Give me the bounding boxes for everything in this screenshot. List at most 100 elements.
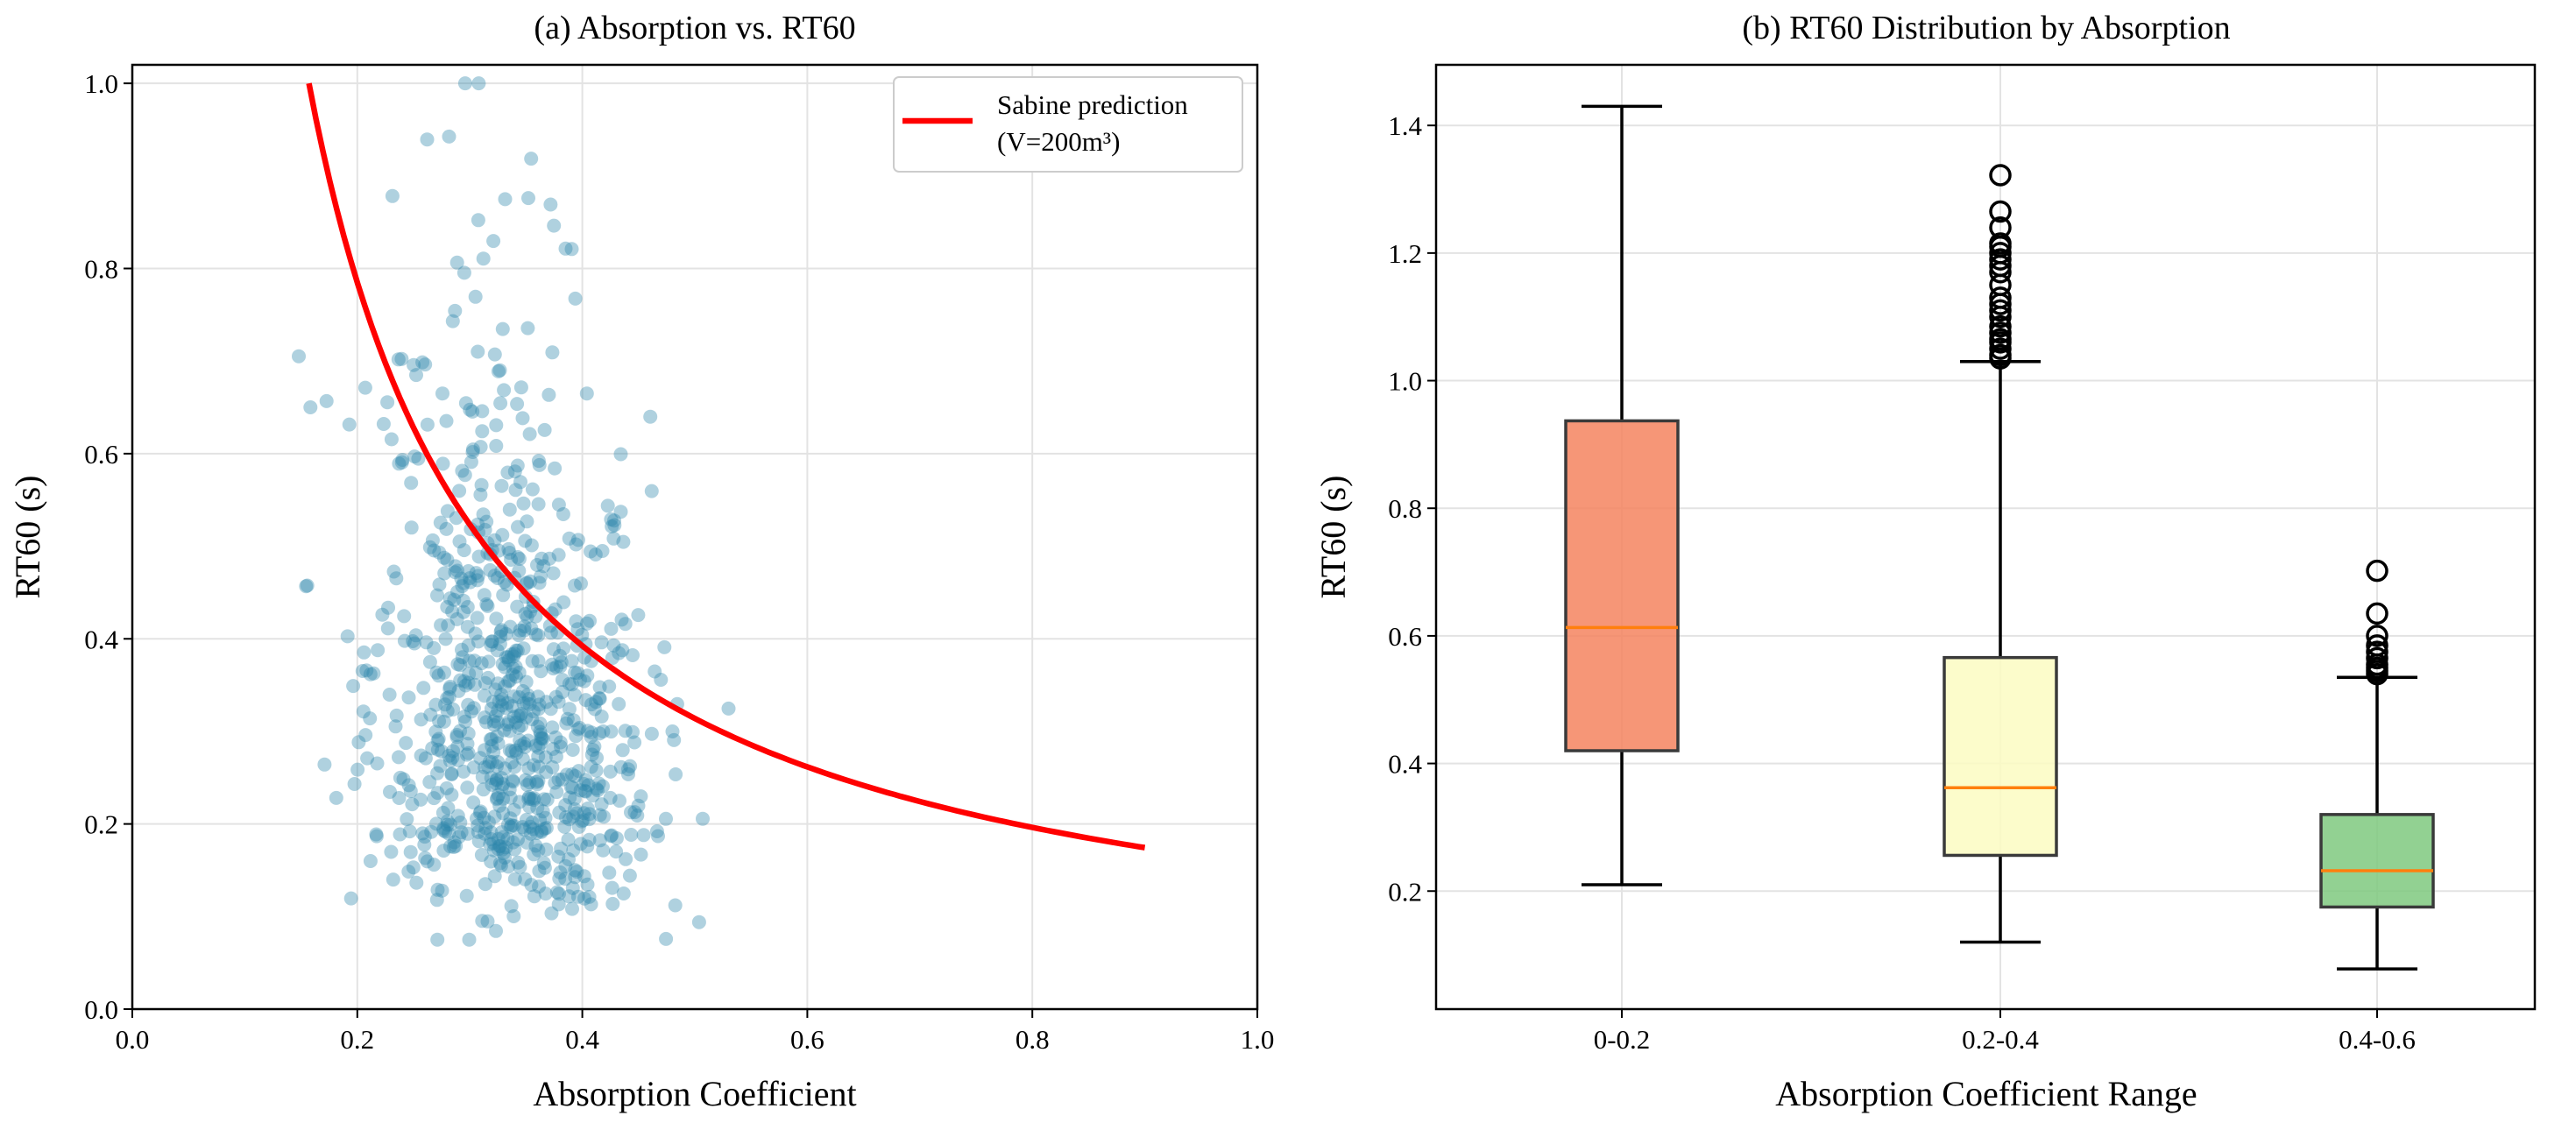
scatter-point bbox=[427, 640, 442, 655]
scatter-point bbox=[411, 451, 426, 466]
scatter-point bbox=[435, 883, 449, 898]
scatter-point bbox=[442, 748, 456, 763]
scatter-point bbox=[659, 931, 674, 946]
scatter-point bbox=[568, 291, 583, 306]
scatter-point bbox=[589, 781, 604, 796]
scatter-point bbox=[389, 571, 404, 586]
scatter-point bbox=[569, 614, 584, 629]
scatter-point bbox=[528, 738, 543, 753]
scatter-point bbox=[582, 832, 597, 847]
scatter-point bbox=[409, 368, 423, 383]
outlier-point bbox=[2366, 625, 2388, 647]
scatter-point bbox=[500, 831, 515, 846]
scatter-point bbox=[492, 637, 507, 652]
scatter-point bbox=[407, 357, 421, 372]
scatter-point bbox=[562, 889, 577, 904]
scatter-point bbox=[432, 577, 447, 592]
scatter-point bbox=[443, 817, 458, 832]
scatter-point bbox=[347, 777, 362, 791]
outlier-point bbox=[2366, 634, 2388, 657]
scatter-point bbox=[460, 619, 475, 634]
scatter-point bbox=[428, 697, 443, 712]
scatter-point bbox=[667, 732, 682, 747]
panel-b-ytick-label: 1.2 bbox=[1388, 238, 1422, 269]
scatter-point bbox=[458, 714, 472, 729]
scatter-point bbox=[594, 797, 609, 812]
scatter-point bbox=[406, 860, 421, 875]
scatter-point bbox=[562, 676, 577, 691]
scatter-point bbox=[513, 475, 527, 490]
scatter-point bbox=[585, 743, 600, 757]
scatter-point bbox=[575, 627, 590, 642]
scatter-point bbox=[456, 593, 471, 608]
scatter-point bbox=[485, 738, 499, 753]
panel-a-ytick-label: 0.8 bbox=[84, 254, 118, 285]
panel-b-ticks: 0.2 0.4 0.6 0.8 1.0 1.2 1.4 0-0.2 0.2-0.4 0.4-0.6 bbox=[1388, 110, 2416, 1055]
panel-a-ytick-label: 1.0 bbox=[84, 68, 118, 99]
scatter-point bbox=[538, 750, 553, 765]
scatter-point bbox=[584, 730, 598, 745]
scatter-point bbox=[512, 552, 527, 566]
scatter-point bbox=[499, 626, 513, 641]
scatter-point bbox=[449, 611, 464, 626]
scatter-point bbox=[534, 731, 549, 745]
scatter-point bbox=[459, 888, 474, 903]
scatter-point bbox=[466, 760, 481, 775]
scatter-point bbox=[506, 661, 520, 675]
scatter-point bbox=[491, 703, 506, 718]
scatter-point bbox=[487, 717, 502, 732]
panel-b-ytick-label: 0.4 bbox=[1388, 749, 1422, 780]
scatter-point bbox=[427, 858, 442, 872]
scatter-point bbox=[484, 638, 499, 653]
scatter-point bbox=[532, 457, 547, 472]
scatter-point bbox=[418, 751, 433, 766]
scatter-point bbox=[602, 865, 617, 880]
scatter-point bbox=[531, 843, 546, 858]
scatter-point bbox=[633, 847, 648, 862]
scatter-point bbox=[433, 515, 448, 530]
scatter-point bbox=[537, 860, 552, 875]
scatter-point bbox=[563, 780, 578, 795]
scatter-point bbox=[439, 413, 454, 428]
scatter-point bbox=[415, 355, 430, 370]
scatter-point bbox=[558, 858, 573, 873]
scatter-point bbox=[438, 697, 452, 712]
scatter-point bbox=[442, 689, 456, 704]
scatter-point bbox=[494, 825, 509, 839]
scatter-point bbox=[527, 847, 541, 862]
scatter-point bbox=[577, 869, 591, 884]
scatter-point bbox=[592, 691, 606, 706]
scatter-point bbox=[605, 896, 620, 911]
scatter-point bbox=[402, 824, 417, 839]
scatter-point bbox=[471, 76, 486, 91]
scatter-point bbox=[500, 696, 515, 710]
sabine-prediction-line bbox=[306, 82, 1146, 851]
scatter-point bbox=[340, 629, 355, 644]
scatter-point bbox=[487, 809, 502, 824]
scatter-point bbox=[446, 702, 461, 717]
scatter-point bbox=[527, 791, 541, 806]
scatter-point bbox=[432, 714, 447, 729]
scatter-point bbox=[532, 576, 547, 590]
scatter-point bbox=[546, 566, 561, 581]
scatter-point bbox=[483, 562, 498, 577]
scatter-point bbox=[471, 213, 485, 228]
scatter-point bbox=[513, 859, 527, 874]
scatter-point bbox=[552, 872, 567, 886]
scatter-point bbox=[494, 698, 509, 713]
scatter-point bbox=[480, 914, 495, 929]
scatter-point bbox=[438, 824, 453, 839]
scatter-point bbox=[461, 638, 476, 653]
scatter-point bbox=[555, 685, 570, 699]
scatter-point bbox=[408, 628, 423, 643]
scatter-point bbox=[551, 849, 566, 864]
scatter-point bbox=[406, 634, 421, 648]
scatter-point bbox=[518, 872, 533, 886]
scatter-point bbox=[502, 502, 517, 517]
panel-a-ytick-label: 0.6 bbox=[84, 439, 118, 470]
scatter-point bbox=[519, 812, 534, 827]
scatter-point bbox=[503, 811, 518, 826]
scatter-point bbox=[436, 844, 451, 858]
scatter-point bbox=[435, 456, 450, 471]
scatter-point bbox=[506, 667, 520, 682]
